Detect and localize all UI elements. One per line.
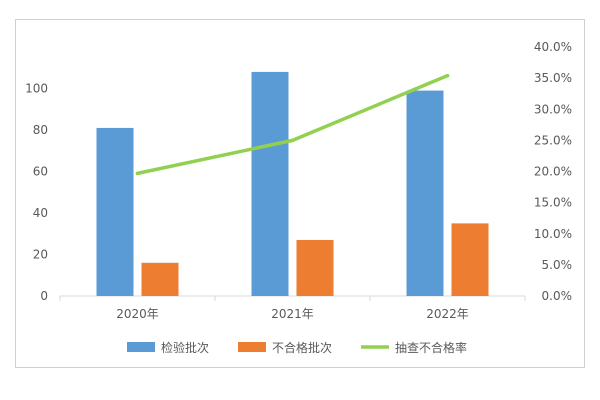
line-failure-rate bbox=[135, 73, 450, 176]
y-right-tick-label: 30.0% bbox=[534, 102, 572, 116]
x-tick-label: 2022年 bbox=[426, 307, 469, 321]
bar-failed bbox=[296, 239, 334, 296]
y-right-tick-label: 5.0% bbox=[542, 258, 573, 272]
y-right-tick-label: 15.0% bbox=[534, 196, 572, 210]
legend-label: 不合格批次 bbox=[272, 340, 332, 355]
line-point bbox=[445, 73, 450, 78]
y-left-tick-label: 100 bbox=[25, 82, 48, 96]
x-tick-label: 2021年 bbox=[271, 307, 314, 321]
y-right-tick-label: 0.0% bbox=[542, 289, 573, 303]
bar-inspected bbox=[96, 127, 134, 296]
y-right-tick-label: 35.0% bbox=[534, 71, 572, 85]
x-tick-label: 2020年 bbox=[116, 307, 159, 321]
legend-label: 抽查不合格率 bbox=[395, 340, 467, 355]
y-right-tick-label: 25.0% bbox=[534, 133, 572, 147]
line-point bbox=[135, 171, 140, 176]
y-right-tick-label: 20.0% bbox=[534, 165, 572, 179]
bar-inspected bbox=[406, 90, 444, 296]
legend-swatch bbox=[127, 342, 155, 352]
y-left-tick-label: 40 bbox=[33, 206, 48, 220]
bar-failed bbox=[451, 223, 489, 296]
y-left-tick-label: 0 bbox=[40, 289, 48, 303]
y-left-tick-label: 60 bbox=[33, 165, 48, 179]
bar-inspected bbox=[251, 71, 289, 297]
legend-swatch bbox=[238, 342, 266, 352]
line-point bbox=[290, 138, 295, 143]
legend-label: 检验批次 bbox=[161, 340, 209, 355]
y-left-tick-label: 80 bbox=[33, 123, 48, 137]
bar-failed bbox=[141, 262, 179, 296]
y-right-tick-label: 10.0% bbox=[534, 227, 572, 241]
y-right-tick-label: 40.0% bbox=[534, 40, 572, 54]
y-left-tick-label: 20 bbox=[33, 248, 48, 262]
